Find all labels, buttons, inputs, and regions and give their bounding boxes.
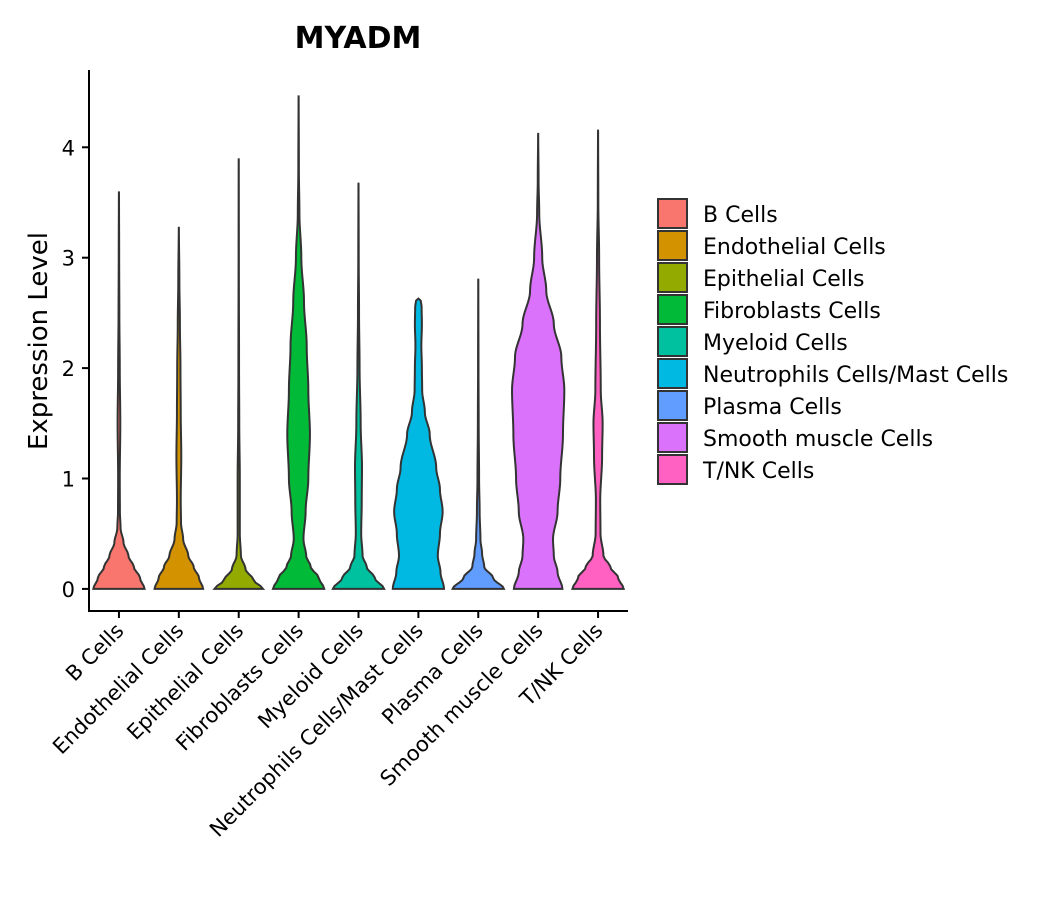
legend-label: B Cells [703, 203, 778, 228]
y-tick-label: 0 [62, 578, 75, 602]
legend-key-endothelial-cells [657, 230, 688, 261]
legend-key-myeloid-cells [657, 326, 688, 357]
y-axis-ticks: 0 1 2 3 4 [62, 136, 89, 602]
legend-key-smooth-muscle-cells [657, 422, 688, 453]
legend-label: Fibroblasts Cells [703, 299, 881, 324]
violin-group [92, 95, 626, 590]
x-tick-label: Myeloid Cells [253, 619, 368, 734]
legend-label: Plasma Cells [703, 395, 842, 420]
legend-key-neutrophils-cells-mast-cells [657, 358, 688, 389]
violin-endothelial-cells [153, 226, 205, 590]
legend-label: Neutrophils Cells/Mast Cells [703, 363, 1008, 388]
legend-label: T/NK Cells [702, 459, 814, 484]
legend-label: Smooth muscle Cells [703, 427, 933, 452]
y-tick-label: 4 [62, 136, 75, 160]
violin-fibroblasts-cells [271, 95, 326, 590]
violin-plasma-cells [451, 278, 506, 590]
legend-label: Endothelial Cells [703, 235, 886, 260]
legend-key-fibroblasts-cells [657, 294, 688, 325]
legend-key-epithelial-cells [657, 262, 688, 293]
y-tick-label: 3 [62, 247, 75, 271]
violin-myeloid-cells [331, 182, 386, 590]
violin-smooth-muscle-cells [511, 132, 566, 590]
violin-neutrophils-cells-mast-cells [391, 297, 446, 590]
legend-key-b-cells [657, 198, 688, 229]
violin-t-nk-cells [571, 129, 626, 590]
legend: B Cells Endothelial Cells Epithelial Cells… [657, 198, 1008, 485]
violin-epithelial-cells [212, 158, 266, 590]
chart-title: MYADM [295, 21, 422, 56]
y-tick-label: 1 [62, 468, 75, 492]
y-axis-title: Expression Level [24, 232, 54, 450]
legend-label: Epithelial Cells [703, 267, 864, 292]
y-tick-label: 2 [62, 357, 75, 381]
legend-label: Myeloid Cells [703, 331, 848, 356]
legend-key-t-nk-cells [657, 454, 688, 485]
legend-key-plasma-cells [657, 390, 688, 421]
violin-b-cells [92, 191, 146, 590]
